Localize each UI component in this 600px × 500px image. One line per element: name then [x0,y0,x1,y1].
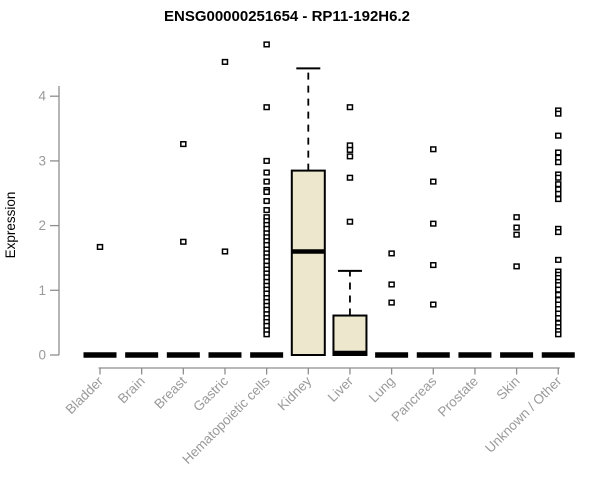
x-tick-label-brain: Brain [115,374,148,407]
x-tick-label-breast: Breast [151,373,189,411]
outlier-point-hematopoietic-cells [263,104,270,111]
outlier-point-skin [513,231,520,238]
outlier-point-pancreas [430,301,437,308]
outlier-point-pancreas [430,220,437,227]
x-tick-label-lung: Lung [366,374,398,406]
outlier-point-gastric [221,248,229,255]
outlier-point-hematopoietic-cells [263,41,270,48]
box-kidney [290,169,326,356]
flat-bar-lung [375,352,409,358]
outlier-point-pancreas [430,178,437,185]
outlier-point-hematopoietic-cells [263,331,270,338]
y-tick-label-2: 2 [38,218,46,233]
outlier-point-hematopoietic-cells [263,178,270,185]
outlier-point-unknown-other [555,256,562,263]
outlier-point-pancreas [430,262,437,269]
outlier-point-unknown-other [555,159,562,166]
x-tick-label-pancreas: Pancreas [388,373,439,424]
box-liver [332,314,368,356]
outlier-point-hematopoietic-cells [263,188,270,196]
flat-bar-gastric [208,352,242,358]
y-tick-label-1: 1 [38,283,46,298]
flat-bar-unknown-other [541,352,575,358]
flat-bar-skin [500,352,534,358]
flat-bar-hematopoietic-cells [250,352,284,358]
outlier-point-unknown-other [555,229,562,236]
outlier-point-breast [180,141,187,148]
outlier-point-skin [513,263,520,270]
y-tick-label-0: 0 [38,348,46,363]
x-tick-label-unknown-other: Unknown / Other [482,373,565,456]
flat-bar-pancreas [416,352,450,358]
outlier-point-lung [388,281,395,288]
outlier-point-unknown-other [555,190,562,197]
outlier-point-unknown-other [555,132,562,139]
outlier-point-hematopoietic-cells [263,197,270,205]
outlier-point-lung [388,299,395,306]
outlier-point-bladder [96,243,104,251]
chart-title: ENSG00000251654 - RP11-192H6.2 [164,8,410,25]
outlier-point-liver [346,174,354,181]
outlier-point-hematopoietic-cells [263,169,270,176]
outlier-point-skin [513,224,520,231]
outlier-point-gastric [221,58,229,65]
outlier-point-breast [180,238,187,245]
outlier-point-unknown-other [555,181,562,188]
outlier-point-unknown-other [555,331,562,338]
y-tick-label-3: 3 [38,153,46,168]
y-axis-title: Expression [3,192,18,259]
flat-bar-prostate [458,352,492,358]
outlier-point-unknown-other [555,291,562,298]
outlier-point-unknown-other [555,286,562,293]
outlier-point-unknown-other [555,110,562,117]
outlier-point-pancreas [430,146,437,153]
outlier-point-lung [388,250,395,257]
x-tick-label-bladder: Bladder [63,373,107,417]
outlier-point-unknown-other [555,174,562,181]
y-tick-label-4: 4 [38,89,46,104]
outlier-point-skin [513,214,520,221]
outlier-point-liver [346,146,354,153]
outlier-point-liver [346,218,354,225]
outlier-point-unknown-other [555,149,562,156]
x-tick-label-skin: Skin [494,374,523,403]
flat-bar-brain [125,352,159,358]
flat-bar-bladder [83,352,117,358]
outlier-point-liver [346,153,354,160]
outlier-point-unknown-other [555,315,562,322]
outlier-point-hematopoietic-cells [263,157,270,164]
x-tick-label-gastric: Gastric [190,373,231,414]
x-tick-label-kidney: Kidney [275,373,315,413]
box-marks [83,41,575,358]
x-tick-label-liver: Liver [325,373,357,405]
outlier-point-hematopoietic-cells [263,207,270,214]
outlier-point-liver [346,104,354,111]
flat-bar-breast [166,352,200,358]
outlier-point-unknown-other [555,196,562,203]
x-tick-label-prostate: Prostate [435,374,481,420]
